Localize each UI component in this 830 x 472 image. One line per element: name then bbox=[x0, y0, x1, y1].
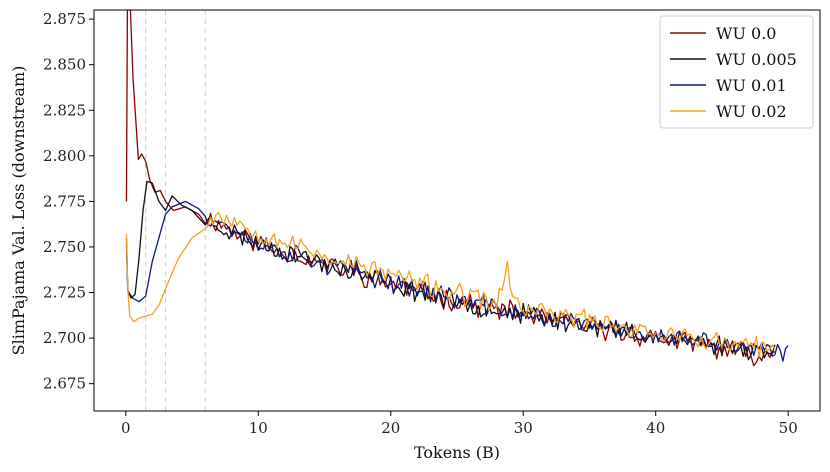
y-tick-label: 2.825 bbox=[43, 101, 86, 119]
legend: WU 0.0 WU 0.005 WU 0.01 WU 0.02 bbox=[659, 15, 814, 129]
x-axis-label: Tokens (B) bbox=[414, 443, 500, 462]
series-line-2 bbox=[125, 180, 776, 361]
legend-label-2: WU 0.005 bbox=[716, 50, 797, 69]
y-tick-label: 2.775 bbox=[43, 192, 86, 210]
y-tick-label: 2.750 bbox=[43, 238, 86, 256]
legend-label-4: WU 0.02 bbox=[716, 102, 787, 121]
legend-label-1: WU 0.0 bbox=[716, 24, 776, 43]
series-line-3 bbox=[125, 200, 789, 362]
x-tick-label: 10 bbox=[249, 419, 268, 437]
x-tick-label: 30 bbox=[514, 419, 533, 437]
y-tick-label: 2.675 bbox=[43, 375, 86, 393]
plot-area bbox=[125, 10, 789, 411]
y-axis-label: SlimPajama Val. Loss (downstream) bbox=[9, 66, 28, 356]
x-tick-label: 50 bbox=[779, 419, 798, 437]
y-tick-label: 2.875 bbox=[43, 10, 86, 28]
legend-box bbox=[659, 15, 814, 129]
x-tick-label: 0 bbox=[121, 419, 131, 437]
y-tick-label: 2.850 bbox=[43, 56, 86, 74]
y-tick-label: 2.725 bbox=[43, 284, 86, 302]
y-tick-label: 2.700 bbox=[43, 329, 86, 347]
legend-label-3: WU 0.01 bbox=[716, 76, 787, 95]
series-line-4 bbox=[125, 211, 776, 358]
x-tick-label: 20 bbox=[381, 419, 400, 437]
series-line-1 bbox=[125, 10, 776, 367]
axes: 0 10 20 30 40 50 2.675 2.700 2.725 2.750 2.775 2.80… bbox=[9, 9, 821, 462]
y-tick-label: 2.800 bbox=[43, 147, 86, 165]
plot-frame bbox=[93, 9, 821, 412]
x-tick-label: 40 bbox=[646, 419, 665, 437]
